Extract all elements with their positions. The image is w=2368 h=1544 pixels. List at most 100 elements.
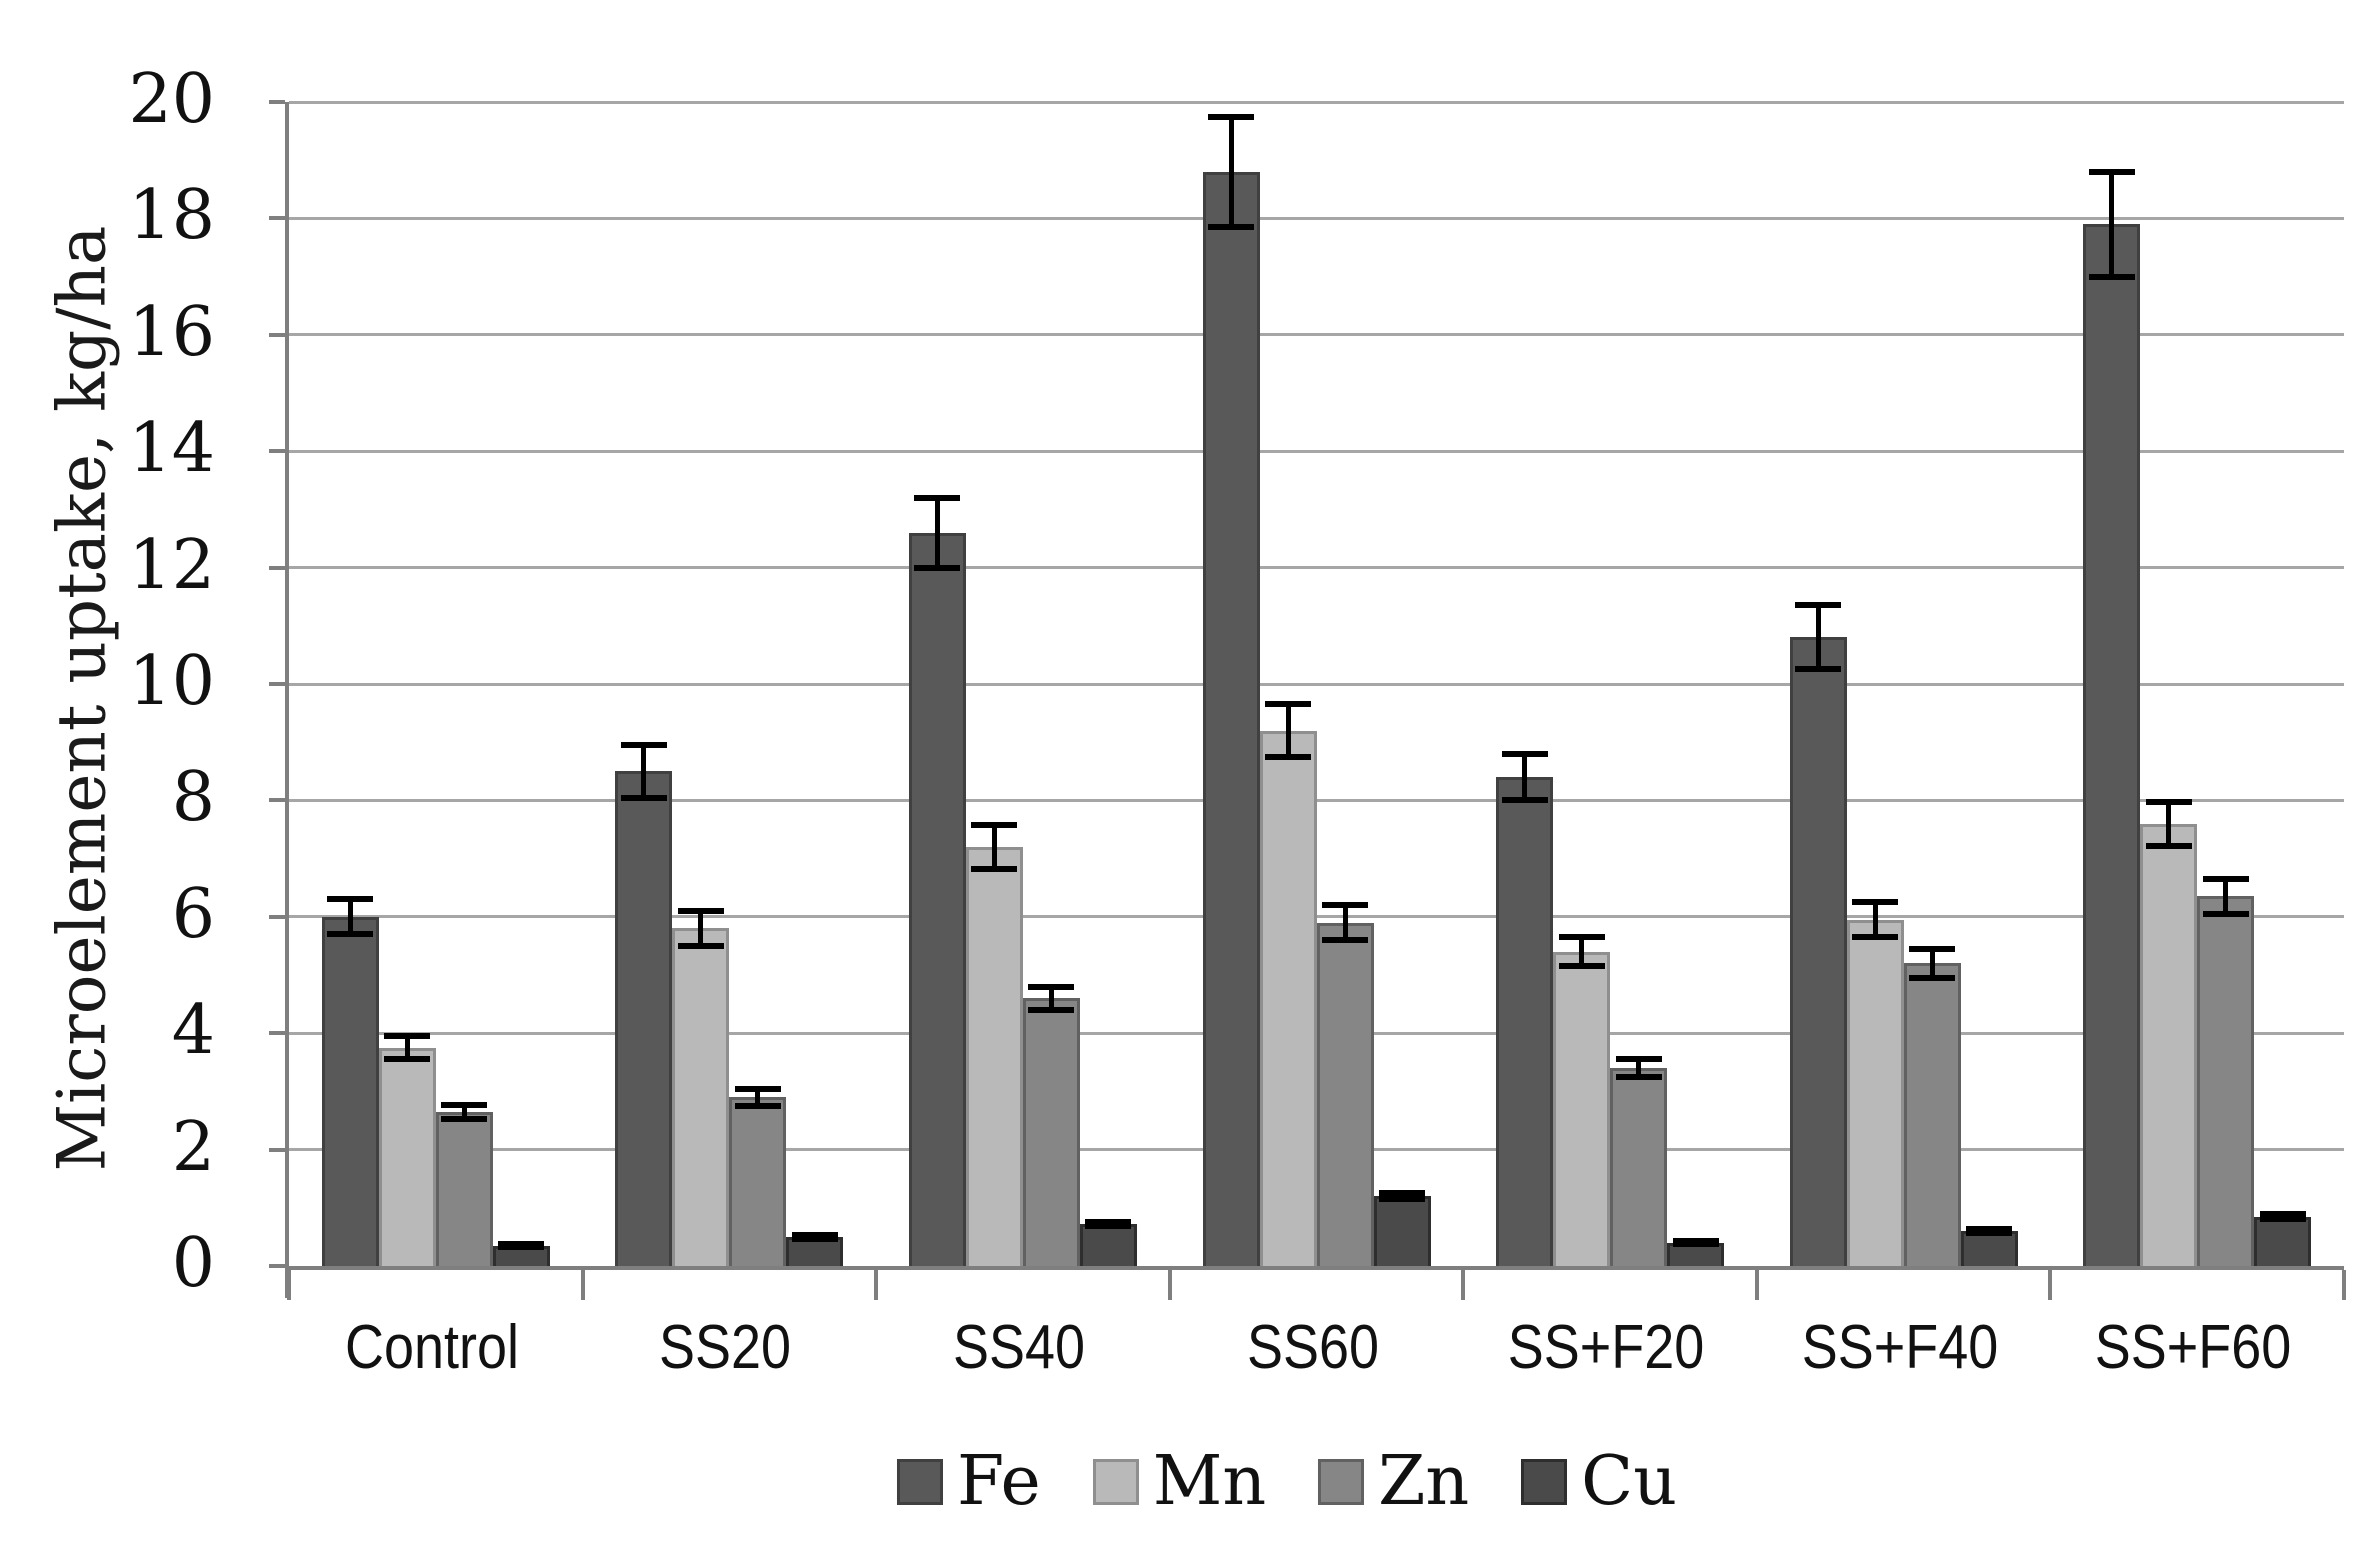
bar-Fe-SS20 — [615, 771, 673, 1266]
y-tick-label-12: 12 — [128, 525, 215, 605]
legend-label-Zn: Zn — [1378, 1442, 1470, 1521]
x-tick-mark — [287, 1270, 291, 1300]
error-bar-cap-bottom — [1615, 1073, 1662, 1080]
error-bar-cap-bottom — [1322, 937, 1368, 944]
y-tick-mark-16 — [269, 332, 285, 337]
x-label-SS+F40: SS+F40 — [1801, 1313, 1998, 1382]
error-bar-cap-top — [1852, 899, 1899, 906]
error-bar-Zn-SS60 — [1342, 905, 1348, 941]
error-bar-cap-top — [2259, 1211, 2306, 1218]
x-tick-mark — [1461, 1270, 1466, 1300]
error-bar-cap-bottom — [1028, 1006, 1075, 1013]
error-bar-cap-top — [384, 1033, 431, 1040]
error-bar-Fe-SS+F60 — [2109, 171, 2115, 277]
gridline-y-18 — [289, 216, 2344, 220]
legend-label-Fe: Fe — [956, 1442, 1041, 1521]
error-bar-cap-top — [1085, 1218, 1132, 1225]
legend-item-Zn: Zn — [1318, 1448, 1469, 1516]
error-bar-Zn-SS+F40 — [1929, 948, 1935, 978]
bar-Cu-SS60 — [1373, 1196, 1431, 1266]
y-tick-label-14: 14 — [128, 409, 215, 489]
error-bar-Zn-SS20 — [755, 1088, 761, 1106]
x-label-SS+F20: SS+F20 — [1507, 1313, 1705, 1382]
error-bar-cap-top — [734, 1085, 781, 1092]
error-bar-cap-top — [1966, 1225, 2013, 1232]
bar-Mn-Control — [378, 1047, 436, 1266]
y-tick-mark-10 — [269, 682, 285, 686]
error-bar-cap-bottom — [1909, 974, 1956, 981]
error-bar-Zn-Control — [461, 1104, 467, 1119]
error-bar-cap-bottom — [2145, 842, 2192, 849]
legend-item-Fe: Fe — [896, 1442, 1041, 1521]
error-bar-cap-bottom — [914, 564, 961, 571]
bar-Fe-SS+F20 — [1496, 777, 1554, 1266]
x-label-Control: Control — [344, 1313, 519, 1382]
error-bar-cap-top — [791, 1232, 838, 1239]
legend-swatch-Mn — [1092, 1459, 1139, 1505]
error-bar-cap-bottom — [384, 1056, 431, 1063]
error-bar-Mn-SS60 — [1285, 704, 1291, 757]
error-bar-Fe-Control — [347, 899, 353, 935]
gridline-y-10 — [289, 682, 2344, 686]
y-tick-mark-20 — [269, 100, 285, 104]
bar-Zn-SS+F20 — [1610, 1068, 1668, 1266]
bar-Zn-SS60 — [1316, 922, 1374, 1266]
x-tick-mark — [2342, 1270, 2346, 1300]
error-bar-cap-top — [1265, 701, 1311, 708]
bar-Zn-SS+F60 — [2197, 896, 2255, 1266]
gridline-y-20 — [289, 100, 2344, 104]
bar-Cu-SS+F40 — [1960, 1231, 2018, 1266]
y-tick-mark-18 — [269, 216, 285, 221]
error-bar-cap-bottom — [1966, 1230, 2013, 1237]
error-bar-Mn-SS+F60 — [2166, 801, 2172, 846]
x-tick-mark — [874, 1270, 879, 1300]
error-bar-cap-bottom — [2259, 1215, 2306, 1222]
x-label-SS20: SS20 — [659, 1313, 792, 1382]
y-tick-label-2: 2 — [171, 1107, 215, 1187]
y-tick-mark-8 — [269, 798, 285, 803]
y-tick-mark-14 — [269, 449, 285, 454]
error-bar-cap-bottom — [1672, 1241, 1719, 1248]
bar-Mn-SS20 — [672, 928, 730, 1266]
error-bar-cap-top — [1501, 750, 1548, 757]
bar-Mn-SS+F20 — [1553, 951, 1611, 1266]
y-tick-mark-12 — [269, 565, 285, 570]
legend-item-Mn: Mn — [1092, 1448, 1266, 1516]
y-tick-label-18: 18 — [128, 176, 215, 256]
y-tick-label-6: 6 — [171, 874, 215, 954]
gridline-y-8 — [289, 798, 2344, 802]
error-bar-Zn-SS+F20 — [1636, 1059, 1642, 1077]
error-bar-Fe-SS+F20 — [1522, 753, 1528, 801]
error-bar-cap-top — [971, 821, 1018, 828]
gridline-y-12 — [289, 566, 2344, 570]
bar-Mn-SS+F60 — [2140, 823, 2198, 1266]
bar-Zn-Control — [435, 1111, 493, 1266]
error-bar-cap-top — [914, 494, 961, 501]
error-bar-cap-top — [1909, 945, 1956, 952]
legend: Fe Mn Zn Cu — [896, 1442, 1677, 1521]
error-bar-Mn-Control — [404, 1036, 410, 1060]
error-bar-cap-top — [620, 742, 667, 749]
error-bar-cap-top — [1672, 1237, 1719, 1244]
plot-area — [269, 100, 2346, 1300]
y-tick-label-0: 0 — [171, 1224, 215, 1303]
error-bar-cap-bottom — [498, 1244, 545, 1251]
error-bar-cap-bottom — [1208, 224, 1254, 231]
bar-Zn-SS40 — [1022, 998, 1080, 1266]
y-tick-label-20: 20 — [128, 60, 215, 139]
error-bar-cap-top — [1379, 1190, 1425, 1197]
error-bar-cap-bottom — [1795, 666, 1842, 673]
error-bar-cap-top — [327, 896, 374, 903]
error-bar-Mn-SS40 — [991, 824, 997, 870]
error-bar-Mn-SS+F40 — [1872, 902, 1878, 938]
error-bar-Fe-SS+F40 — [1815, 605, 1821, 670]
error-bar-cap-top — [1322, 902, 1368, 909]
gridline-y-16 — [289, 333, 2344, 337]
error-bar-cap-top — [1615, 1056, 1662, 1063]
y-tick-label-8: 8 — [171, 758, 215, 838]
bar-Mn-SS60 — [1259, 730, 1317, 1266]
error-bar-cap-top — [1558, 934, 1605, 941]
x-label-SS60: SS60 — [1246, 1313, 1379, 1382]
error-bar-cap-bottom — [971, 866, 1018, 873]
